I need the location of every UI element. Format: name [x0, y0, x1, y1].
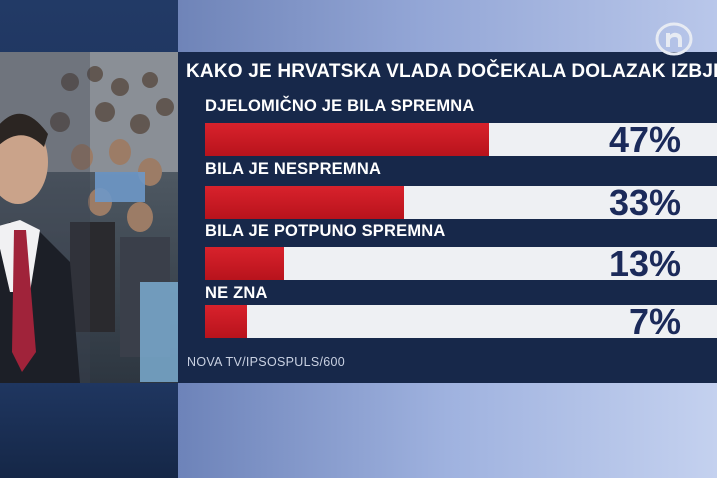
category-label: BILA JE NESPREMNA — [205, 160, 382, 178]
value-label: 13% — [608, 243, 681, 284]
bar — [205, 247, 284, 280]
bar-track: 47% — [205, 120, 717, 160]
value-label: 7% — [628, 301, 681, 342]
value-label: 33% — [608, 182, 681, 223]
bottom-left-band — [0, 383, 178, 478]
category-label: DJELOMIČNO JE BILA SPREMNA — [205, 97, 475, 115]
source-label: NOVA TV/IPSOSPULS/600 — [187, 355, 345, 369]
bar-track: 7% — [205, 302, 717, 342]
bar — [205, 305, 247, 338]
top-band — [178, 0, 717, 52]
nova-tv-logo-icon — [655, 22, 693, 56]
value-label: 47% — [608, 119, 681, 160]
category-label: BILA JE POTPUNO SPREMNA — [205, 222, 446, 240]
bar — [205, 123, 489, 156]
chart-title: KAKO JE HRVATSKA VLADA DOČEKALA DOLAZAK … — [186, 61, 717, 82]
bar — [205, 186, 404, 219]
category-label: NE ZNA — [205, 284, 268, 302]
photo-illustration — [0, 52, 178, 383]
bar-track: 33% — [205, 183, 717, 223]
news-photo — [0, 52, 178, 383]
bar-track: 13% — [205, 244, 717, 284]
bottom-band — [178, 383, 717, 478]
